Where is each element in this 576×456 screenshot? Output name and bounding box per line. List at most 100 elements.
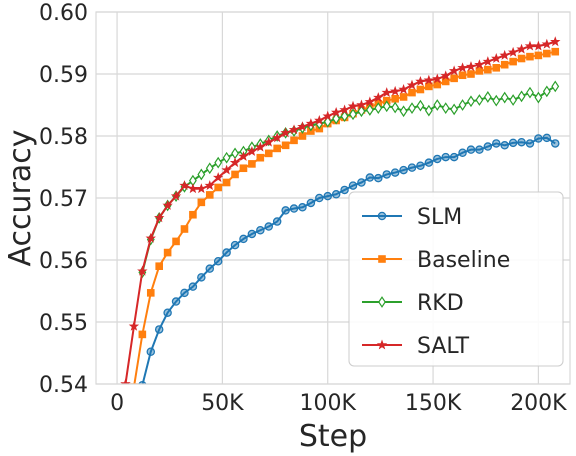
data-point-rkd [526, 86, 534, 99]
data-point-salt [423, 74, 435, 85]
data-point-baseline [146, 289, 155, 297]
data-point-salt [406, 79, 418, 90]
data-point-salt [550, 36, 561, 47]
data-point-baseline [399, 93, 408, 101]
data-point-baseline [264, 149, 273, 158]
data-point-slm [382, 170, 391, 179]
data-point-salt [162, 199, 173, 210]
data-point-salt [474, 59, 485, 70]
data-point-baseline [222, 178, 231, 187]
data-point-slm [416, 161, 425, 171]
data-point-rkd [399, 105, 408, 118]
data-point-baseline [416, 85, 425, 94]
data-point-slm [247, 229, 257, 239]
data-point-slm [264, 222, 273, 231]
data-point-baseline [197, 198, 206, 207]
data-point-baseline [163, 248, 172, 257]
data-point-slm [323, 191, 332, 201]
data-point-rkd [551, 80, 560, 93]
data-point-rkd [509, 94, 518, 106]
data-point-salt [541, 38, 553, 49]
data-point-slm [517, 137, 526, 147]
data-point-salt [179, 180, 190, 191]
data-point-rkd [391, 101, 400, 114]
data-point-salt [271, 132, 283, 143]
data-point-salt [187, 183, 199, 194]
data-point-rkd [340, 110, 349, 123]
y-tick-label: 0.55 [39, 311, 88, 336]
data-point-slm [407, 163, 417, 172]
data-point-salt [415, 75, 426, 86]
data-point-slm [357, 178, 366, 187]
x-tick-label: 50K [201, 391, 244, 416]
data-point-salt [238, 150, 249, 161]
data-point-rkd [214, 156, 223, 169]
data-point-slm [449, 152, 459, 162]
y-tick-label: 0.58 [39, 125, 88, 150]
y-tick-label: 0.57 [39, 187, 88, 212]
x-axis-title: Step [299, 419, 367, 454]
data-point-slm [424, 158, 434, 167]
data-point-salt [491, 53, 502, 63]
data-point-slm [230, 240, 240, 250]
data-point-rkd [357, 105, 366, 118]
legend-label-slm: SLM [417, 205, 462, 230]
data-point-salt [322, 110, 333, 121]
data-point-rkd [475, 94, 484, 106]
data-point-rkd [500, 91, 509, 104]
data-point-salt [482, 56, 494, 67]
data-point-baseline [543, 49, 551, 58]
x-tick-label: 150K [405, 391, 462, 416]
data-point-slm [500, 141, 509, 150]
data-point-salt [297, 121, 308, 132]
data-point-baseline [180, 225, 189, 233]
data-point-slm [281, 206, 290, 215]
data-point-rkd [349, 108, 357, 121]
data-point-baseline [205, 191, 214, 199]
data-point-slm [492, 139, 501, 148]
data-point-rkd [441, 102, 450, 114]
data-point-baseline [408, 88, 416, 97]
data-point-slm [146, 347, 156, 357]
data-point-slm [256, 225, 265, 235]
data-point-slm [525, 139, 535, 148]
data-point-salt [280, 127, 291, 138]
data-point-baseline [475, 67, 484, 75]
data-point-slm [390, 168, 400, 177]
x-tick-label: 200K [510, 391, 567, 416]
data-point-rkd [542, 85, 551, 98]
data-point-slm [542, 133, 552, 143]
data-point-salt [120, 378, 131, 384]
y-tick-label: 0.54 [39, 373, 88, 398]
data-point-slm [213, 256, 223, 266]
data-point-baseline [467, 70, 475, 78]
data-point-salt [128, 320, 140, 331]
data-point-baseline [239, 164, 248, 173]
data-point-salt [373, 92, 384, 102]
data-point-salt [533, 40, 544, 51]
data-point-salt [137, 265, 148, 276]
data-point-baseline [248, 160, 256, 168]
data-point-salt [305, 118, 317, 129]
legend-marker-baseline [378, 255, 386, 263]
data-point-baseline [172, 237, 180, 246]
data-point-salt [212, 172, 224, 182]
data-point-slm [441, 152, 450, 162]
legend-label-baseline: Baseline [417, 248, 510, 273]
data-point-slm [508, 138, 518, 148]
data-point-baseline [214, 183, 222, 192]
series-layer [120, 36, 561, 384]
data-point-salt [356, 99, 367, 110]
legend-label-salt: SALT [417, 334, 470, 359]
data-point-baseline [526, 52, 534, 61]
data-point-slm [340, 185, 349, 195]
data-point-baseline [256, 153, 265, 162]
data-point-salt [255, 141, 266, 152]
data-point-salt [499, 49, 510, 60]
data-point-rkd [222, 151, 231, 164]
data-point-rkd [517, 90, 526, 103]
data-point-salt [398, 84, 409, 94]
data-point-salt [330, 106, 342, 117]
data-point-salt [339, 104, 350, 115]
